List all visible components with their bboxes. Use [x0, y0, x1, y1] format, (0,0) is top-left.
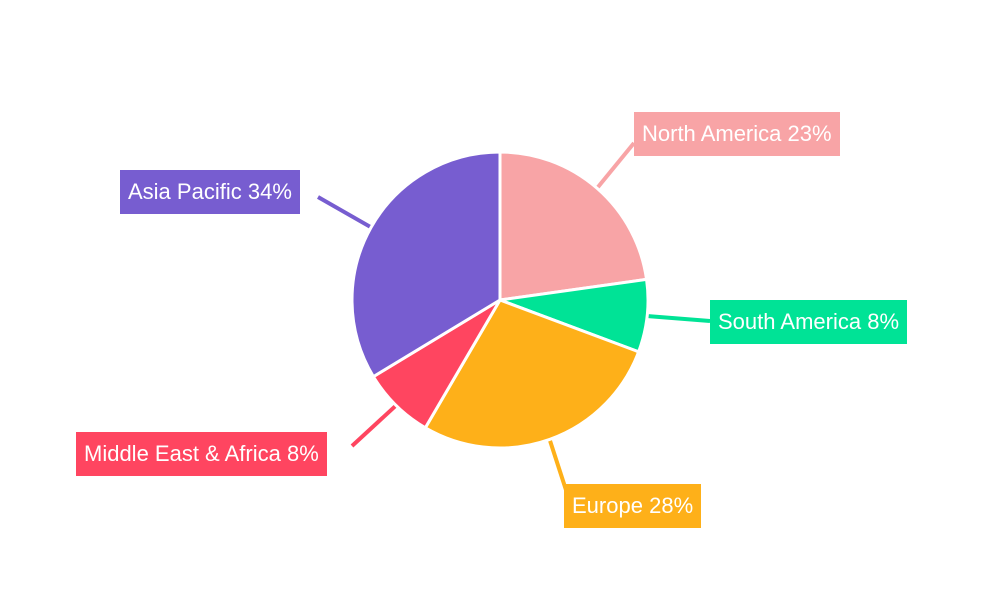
leader-line — [547, 436, 568, 491]
label-category: Asia Pacific — [128, 179, 242, 204]
data-label-middle-east-africa: Middle East & Africa 8% — [76, 432, 327, 476]
label-unit: % — [879, 309, 900, 334]
pie-slice-north-america[interactable] — [498, 150, 649, 302]
data-label-north-america: North America 23% — [634, 112, 840, 156]
leader-line — [594, 141, 636, 192]
label-unit: % — [299, 441, 319, 466]
label-unit: % — [673, 493, 694, 518]
label-category: North America — [642, 121, 782, 146]
label-category: Europe — [572, 493, 643, 518]
leader-line — [350, 402, 399, 448]
leader-line — [644, 313, 711, 323]
label-category: Middle East & Africa — [84, 441, 281, 466]
label-unit: % — [812, 121, 832, 146]
label-value: 8 — [867, 309, 880, 334]
pie-slice-asia-pacific[interactable] — [350, 150, 502, 379]
label-value: 8 — [287, 441, 300, 466]
label-value: 28 — [649, 493, 674, 518]
data-label-south-america: South America 8% — [710, 300, 908, 344]
label-unit: % — [272, 179, 292, 204]
data-label-asia-pacific: Asia Pacific 34% — [120, 170, 300, 214]
label-value: 23 — [787, 121, 812, 146]
leader-line — [317, 195, 374, 231]
data-label-europe: Europe 28% — [564, 484, 702, 528]
label-category: South America — [718, 309, 862, 334]
label-value: 34 — [247, 179, 273, 204]
